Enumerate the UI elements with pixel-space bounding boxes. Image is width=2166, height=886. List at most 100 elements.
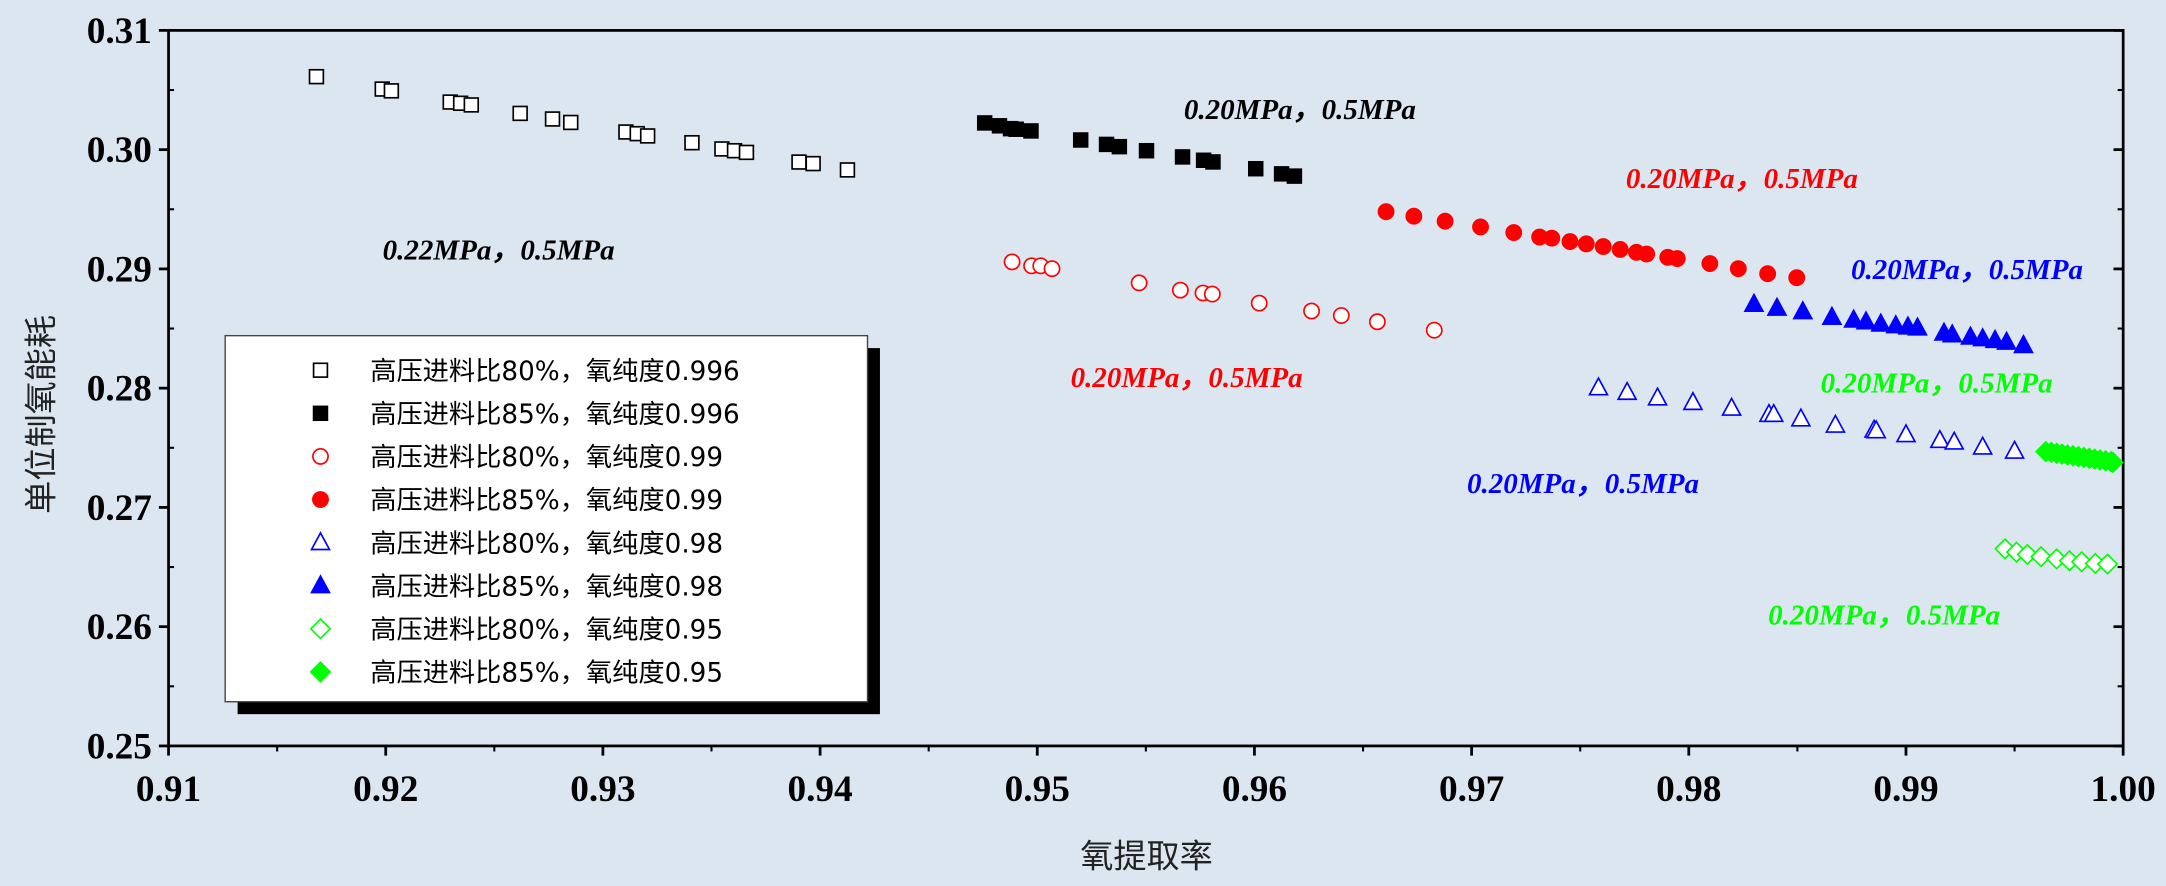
x-tick-label: 0.92 — [353, 769, 418, 810]
data-point — [1855, 310, 1877, 330]
annotation-label: 0.22MPa，0.5MPa — [383, 235, 615, 267]
x-tick-label: 0.94 — [787, 769, 852, 810]
legend-marker — [312, 491, 329, 508]
legend-label: 高压进料比80%，氧纯度0.98 — [370, 529, 723, 559]
data-point — [1588, 376, 1609, 396]
data-point — [383, 83, 400, 99]
data-point — [1577, 235, 1595, 253]
data-point — [1332, 307, 1350, 324]
y-tick-label: 0.31 — [87, 11, 152, 52]
data-point — [1174, 149, 1191, 165]
data-point — [1668, 250, 1686, 267]
data-point — [1759, 265, 1777, 283]
data-point — [1043, 260, 1061, 278]
data-point — [1885, 314, 1907, 334]
data-point — [1972, 327, 1994, 347]
data-point — [714, 141, 730, 157]
axes: 0.91 0.92 0.93 0.94 0.95 0.96 0.97 0.98 0.99 1.00… — [87, 11, 2156, 810]
data-point — [1425, 321, 1443, 339]
x-tick-label: 0.97 — [1439, 769, 1504, 810]
data-point — [976, 115, 993, 131]
data-point — [2030, 545, 2052, 568]
data-point — [512, 105, 528, 122]
y-tick-label: 0.27 — [87, 488, 152, 529]
data-point — [1701, 255, 1719, 272]
data-point — [1023, 123, 1039, 139]
data-point — [563, 114, 579, 131]
y-tick-label: 0.30 — [87, 130, 152, 171]
data-point — [1543, 229, 1561, 247]
data-point — [1171, 281, 1189, 299]
data-point — [1472, 218, 1489, 236]
x-tick-label: 0.95 — [1005, 769, 1070, 810]
data-point — [1072, 132, 1089, 148]
data-point — [1303, 302, 1320, 320]
data-point — [1843, 308, 1865, 328]
annotation-label: 0.20MPa，0.5MPa — [1626, 163, 1858, 195]
data-point — [1647, 386, 1668, 406]
legend-label: 高压进料比80%，氧纯度0.95 — [370, 615, 723, 645]
data-point — [1984, 328, 2006, 349]
data-point — [1996, 330, 2017, 350]
data-point — [1729, 260, 1747, 278]
y-tick-label: 0.25 — [87, 726, 152, 767]
data-point — [1248, 160, 1264, 177]
legend-marker — [309, 661, 332, 683]
data-point — [1008, 121, 1024, 137]
data-point — [463, 97, 480, 113]
series-3 — [1003, 253, 1443, 339]
data-points — [308, 68, 2124, 575]
x-tick-label: 0.93 — [570, 769, 635, 810]
data-point — [839, 162, 856, 178]
series-4 — [1377, 203, 1806, 287]
series-5 — [1588, 376, 2025, 459]
data-point — [1790, 407, 1812, 427]
data-point — [1205, 154, 1221, 170]
legend-label: 高压进料比85%，氧纯度0.996 — [370, 400, 740, 430]
data-point — [1250, 294, 1268, 312]
legend-marker — [310, 574, 331, 594]
data-point — [1098, 136, 1115, 153]
data-point — [1763, 402, 1785, 423]
data-point — [2004, 439, 2025, 459]
data-point — [1130, 274, 1148, 292]
series-7 — [1994, 537, 2119, 575]
legend-label: 高压进料比80%，氧纯度0.99 — [370, 443, 723, 473]
data-point — [1792, 300, 1814, 320]
x-tick-label: 0.99 — [1873, 769, 1938, 810]
data-point — [1111, 138, 1128, 155]
data-point — [639, 128, 656, 144]
data-point — [1436, 212, 1454, 230]
data-point — [1870, 312, 1892, 332]
legend-marker — [312, 405, 329, 422]
legend-label: 高压进料比85%，氧纯度0.95 — [370, 659, 723, 689]
annotation-label: 0.20MPa，0.5MPa — [1768, 599, 2000, 631]
data-point — [791, 154, 807, 170]
data-point — [2070, 550, 2093, 573]
legend-box — [224, 334, 869, 703]
legend-marker — [312, 362, 329, 378]
data-point — [2013, 334, 2034, 354]
legend-marker — [309, 617, 332, 640]
series-1 — [308, 68, 856, 178]
y-tick-label: 0.26 — [87, 607, 152, 648]
data-point — [1943, 430, 1965, 450]
data-point — [1788, 269, 1806, 287]
data-point — [1561, 233, 1579, 251]
data-point — [1960, 325, 1981, 345]
y-tick-label: 0.29 — [87, 249, 152, 290]
data-point — [1821, 305, 1843, 325]
data-point — [544, 111, 561, 127]
legend: 高压进料比80%，氧纯度0.996 高压进料比85%，氧纯度0.996 高压进料比8… — [224, 334, 880, 715]
series-2 — [976, 115, 1303, 184]
data-point — [1682, 391, 1704, 411]
annotation-label: 0.20MPa，0.5MPa — [1071, 362, 1303, 394]
legend-marker — [312, 447, 329, 465]
data-point — [1972, 435, 1994, 455]
data-point — [805, 155, 821, 172]
data-point — [1203, 285, 1221, 303]
data-point — [1941, 323, 1963, 343]
data-point — [2096, 553, 2119, 575]
data-point — [1003, 253, 1021, 271]
